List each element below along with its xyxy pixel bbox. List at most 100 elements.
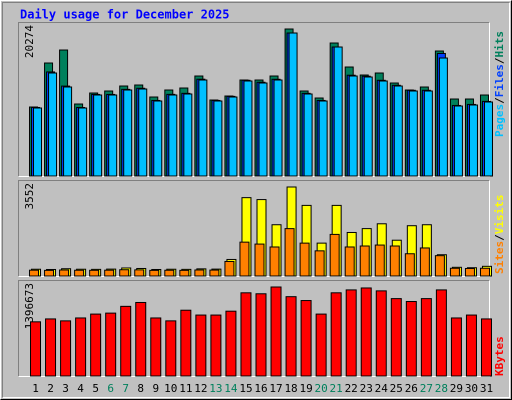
bar: [288, 32, 298, 177]
x-tick-label: 28: [435, 382, 448, 395]
bar: [135, 301, 147, 377]
bar: [75, 317, 87, 377]
x-tick-label: 22: [345, 382, 358, 395]
chart-title: Daily usage for December 2025: [20, 8, 230, 22]
x-tick-label: 21: [330, 382, 343, 395]
bar: [93, 94, 103, 177]
legend-separator: /: [493, 57, 506, 64]
bar: [105, 312, 117, 377]
bar: [269, 246, 280, 277]
x-tick-label: 30: [465, 382, 478, 395]
x-tick-label: 4: [77, 382, 84, 395]
bar: [255, 293, 267, 377]
y-tick-label: 1396673: [23, 283, 36, 329]
plot-area: [18, 22, 490, 177]
bar: [420, 298, 432, 377]
bar: [393, 85, 403, 177]
bar: [468, 104, 478, 177]
bar: [165, 320, 177, 377]
bar: [209, 269, 220, 277]
bar: [333, 46, 343, 177]
bar: [44, 269, 55, 277]
bar: [300, 300, 312, 377]
bar: [375, 290, 387, 377]
bar: [344, 246, 355, 277]
bar: [134, 269, 145, 277]
x-tick-label: 7: [122, 382, 129, 395]
legend-entry: Pages: [493, 104, 506, 137]
legend-separator: /: [493, 97, 506, 104]
bar: [29, 269, 40, 277]
bar: [183, 93, 193, 177]
bar: [378, 80, 388, 177]
bar: [225, 310, 237, 377]
bar: [48, 72, 58, 177]
bar: [314, 250, 325, 277]
bar: [284, 228, 295, 277]
bar: [89, 269, 100, 277]
bar: [270, 286, 282, 377]
bar: [228, 96, 238, 177]
bar: [149, 269, 160, 277]
bar: [303, 93, 313, 177]
bar: [483, 101, 493, 177]
x-tick-label: 5: [92, 382, 99, 395]
bar: [59, 269, 70, 277]
bar: [480, 318, 492, 377]
bar: [449, 267, 460, 277]
legend: Sites/Visits: [493, 195, 506, 275]
legend-entry: Hits: [493, 31, 506, 58]
bar: [450, 317, 462, 377]
bar: [243, 80, 253, 177]
legend-entry: Sites: [493, 241, 506, 274]
bar: [179, 269, 190, 277]
bar: [273, 79, 283, 177]
legend-entry: Visits: [493, 195, 506, 235]
bar: [438, 57, 448, 177]
bar: [74, 269, 85, 277]
bar: [33, 107, 43, 177]
bar: [479, 267, 490, 277]
y-tick-label: 20274: [23, 25, 36, 58]
bar: [119, 269, 130, 277]
x-tick-label: 10: [164, 382, 177, 395]
x-tick-label: 8: [137, 382, 144, 395]
bar: [224, 260, 235, 277]
bar: [408, 90, 418, 177]
bar: [210, 314, 222, 377]
bar: [150, 317, 162, 377]
bar: [453, 105, 463, 177]
x-tick-label: 9: [152, 382, 159, 395]
x-tick-label: 23: [360, 382, 373, 395]
bar: [194, 269, 205, 277]
x-tick-label: 15: [239, 382, 252, 395]
x-tick-label: 1: [32, 382, 39, 395]
x-tick-label: 11: [179, 382, 192, 395]
legend-separator: /: [493, 234, 506, 241]
bar: [359, 245, 370, 277]
bevel: [18, 180, 490, 277]
bar: [123, 89, 133, 177]
y-tick-label: 3552: [23, 183, 36, 210]
bar: [198, 79, 208, 177]
bar: [239, 241, 250, 277]
bar: [60, 320, 72, 377]
x-tick-label: 25: [390, 382, 403, 395]
bar: [464, 267, 475, 277]
bar: [404, 253, 415, 277]
bar: [195, 314, 207, 377]
bar: [299, 242, 310, 277]
bar: [213, 100, 223, 177]
legend-entry: KBytes: [493, 336, 506, 376]
bar: [120, 305, 132, 377]
x-tick-label: 24: [375, 382, 389, 395]
plot-area: [18, 180, 490, 277]
bevel: [18, 280, 490, 377]
bar: [164, 269, 175, 277]
bar: [63, 86, 73, 177]
bar: [315, 313, 327, 377]
bar: [108, 94, 118, 177]
bar: [168, 94, 178, 177]
